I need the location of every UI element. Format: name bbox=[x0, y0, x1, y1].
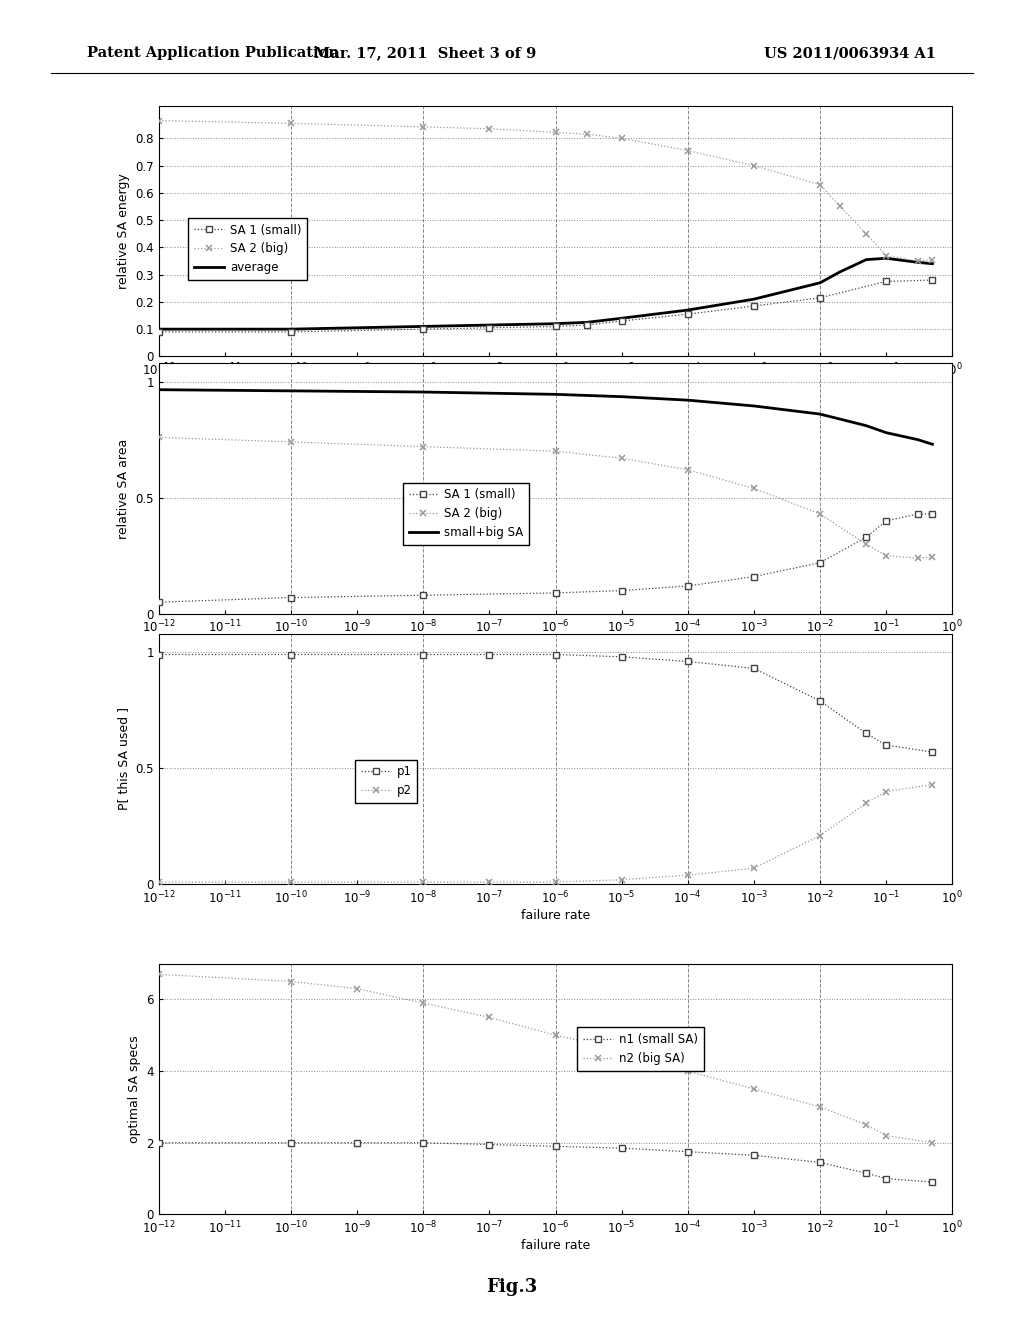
Y-axis label: relative SA energy: relative SA energy bbox=[117, 173, 130, 289]
Y-axis label: optimal SA specs: optimal SA specs bbox=[128, 1035, 141, 1143]
X-axis label: failure rate: failure rate bbox=[521, 908, 590, 921]
X-axis label: failure rate: failure rate bbox=[521, 1238, 590, 1251]
Text: Mar. 17, 2011  Sheet 3 of 9: Mar. 17, 2011 Sheet 3 of 9 bbox=[313, 46, 537, 61]
Y-axis label: P[ this SA used ]: P[ this SA used ] bbox=[117, 708, 130, 810]
Legend: p1, p2: p1, p2 bbox=[355, 759, 418, 804]
Text: Fig.3: Fig.3 bbox=[486, 1278, 538, 1296]
Text: Patent Application Publication: Patent Application Publication bbox=[87, 46, 339, 61]
Legend: n1 (small SA), n2 (big SA): n1 (small SA), n2 (big SA) bbox=[578, 1027, 703, 1071]
X-axis label: failure rate: failure rate bbox=[521, 638, 590, 651]
X-axis label: failure rate: failure rate bbox=[521, 380, 590, 393]
Text: US 2011/0063934 A1: US 2011/0063934 A1 bbox=[764, 46, 936, 61]
Y-axis label: relative SA area: relative SA area bbox=[117, 438, 130, 539]
Legend: SA 1 (small), SA 2 (big), small+big SA: SA 1 (small), SA 2 (big), small+big SA bbox=[402, 483, 529, 545]
Legend: SA 1 (small), SA 2 (big), average: SA 1 (small), SA 2 (big), average bbox=[188, 218, 307, 280]
